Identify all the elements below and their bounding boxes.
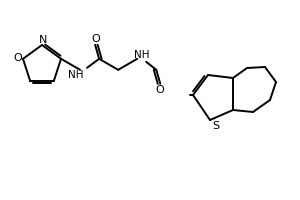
Text: O: O xyxy=(155,85,164,95)
Text: N: N xyxy=(39,35,47,45)
Text: O: O xyxy=(14,53,22,63)
Text: NH: NH xyxy=(68,70,84,80)
Text: S: S xyxy=(212,121,220,131)
Text: NH: NH xyxy=(134,50,150,60)
Text: O: O xyxy=(92,34,100,44)
